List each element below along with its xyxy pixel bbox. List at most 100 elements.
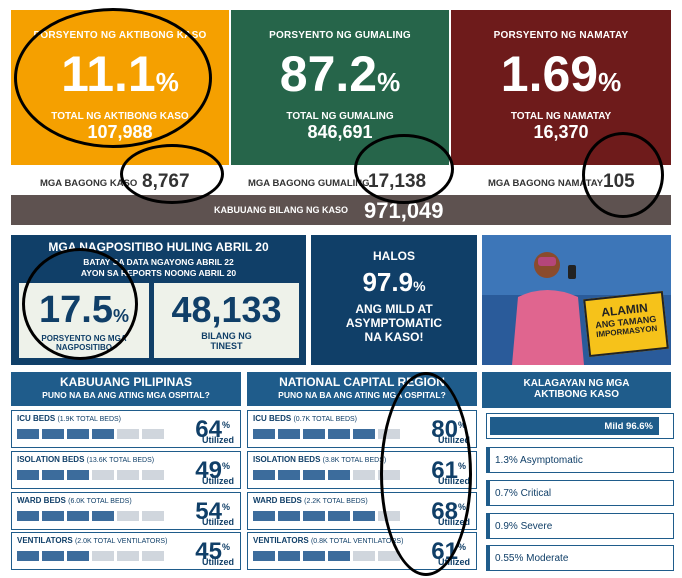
capacity-bar-segment [92,429,114,439]
capacity-bar-segment [17,429,39,439]
capacity-bar-segment [253,511,275,521]
ph-subtitle: PUNO NA BA ANG ATING MGA OSPITAL? [42,390,210,400]
capacity-row-label: ICU BEDS (0.7K TOTAL BEDS) [253,414,358,423]
capacity-bars [253,551,400,561]
capacity-bar-segment [253,470,275,480]
capacity-bar-segment [17,470,39,480]
capacity-bar-segment [67,470,89,480]
capacity-row-label: ISOLATION BEDS (3.8K TOTAL BEDS) [253,455,387,464]
capacity-bar-segment [17,511,39,521]
active-total-label: TOTAL NG AKTIBONG KASO [51,111,189,122]
capacity-bar-segment [303,551,325,561]
utilized-label: Utilized [201,517,234,527]
capacity-bar-segment [328,470,350,480]
active-total: 107,988 [87,122,153,142]
capacity-bar-segment [92,511,114,521]
capacity-bar-segment [142,551,164,561]
capacity-bar-segment [142,511,164,521]
capacity-bar-segment [117,429,139,439]
recovered-total-label: TOTAL NG GUMALING [286,111,394,122]
promo-image: ALAMIN ANG TAMANG IMPORMASYON [482,235,671,365]
recovered-percent: 87.2% [279,46,401,102]
positivity-panel: MGA NAGPOSITIBO HULING ABRIL 20 BATAY SA… [11,235,306,365]
capacity-percent: 64% [195,416,230,443]
tested-box: 48,133 BILANG NG TINEST [154,283,299,358]
capacity-bar-segment [328,511,350,521]
new-cases-value: 8,767 [142,171,190,192]
capacity-bar-segment [378,551,400,561]
mild-line2: ANG MILD AT [355,302,433,316]
positivity-line3: AYON SA REPORTS NOONG ABRIL 20 [80,268,237,278]
tested-label-2: TINEST [210,341,243,351]
capacity-percent: 61% [431,538,466,565]
active-percent: 11.1% [61,46,179,102]
ph-header: KABUUANG PILIPINAS PUNO NA BA ANG ATING … [11,372,241,406]
mild-line4: NA KASO! [364,330,424,344]
utilized-label: Utilized [201,557,234,567]
ph-title: KABUUANG PILIPINAS [59,375,192,389]
severity-critical: 0.7% Critical [495,488,552,499]
active-percent-label: PORSYENTO NG AKTIBONG KASO [33,30,207,41]
capacity-percent: 61% [431,457,466,484]
severity-mild-label: Mild 96.6% [604,421,653,432]
capacity-bar-segment [278,429,300,439]
capacity-percent: 45% [195,538,230,565]
capacity-bar-segment [92,470,114,480]
capacity-row: VENTILATORS (0.8K TOTAL VENTILATORS) 61% U… [247,532,477,570]
severity-row: 0.9% Severe [486,513,674,539]
deaths-card: PORSYENTO NG NAMATAY 1.69% TOTAL NG NAMA… [451,10,671,165]
capacity-bar-segment [378,429,400,439]
severity-mild-bar [490,417,659,435]
capacity-bar-segment [328,429,350,439]
deaths-total: 16,370 [533,122,589,142]
capacity-bar-segment [303,470,325,480]
capacity-row: ICU BEDS (1.9K TOTAL BEDS) 64% Utilized [11,410,241,448]
severity-row: 0.7% Critical [486,480,674,506]
positivity-rate-value: 17.5% [39,289,129,331]
severity-row: 1.3% Asymptomatic [486,447,674,473]
capacity-bars [17,511,164,521]
total-cases-bar: KABUUANG BILANG NG KASO 971,049 [11,195,671,225]
ncr-header: NATIONAL CAPITAL REGION PUNO NA BA ANG A… [247,372,477,406]
capacity-row: WARD BEDS (2.2K TOTAL BEDS) 68% Utilized [247,492,477,530]
capacity-bar-segment [253,551,275,561]
tested-value: 48,133 [171,289,282,330]
severity-moderate: 0.55% Moderate [495,553,569,564]
capacity-bar-segment [67,511,89,521]
deaths-percent-label: PORSYENTO NG NAMATAY [493,30,629,41]
capacity-bar-segment [253,429,275,439]
capacity-bar-segment [92,551,114,561]
capacity-row-label: ICU BEDS (1.9K TOTAL BEDS) [17,414,122,423]
recovered-percent-label: PORSYENTO NG GUMALING [269,30,411,41]
utilized-label: Utilized [201,435,234,445]
capacity-percent: 54% [195,498,230,525]
capacity-row: WARD BEDS (6.0K TOTAL BEDS) 54% Utilized [11,492,241,530]
capacity-percent: 68% [431,498,466,525]
mild-line1: HALOS [373,249,415,263]
capacity-bars [253,470,400,480]
ncr-subtitle: PUNO NA BA ANG ATING MGA OSPITAL? [278,390,446,400]
capacity-bar-segment [353,511,375,521]
capacity-row: ISOLATION BEDS (3.8K TOTAL BEDS) 61% Utili… [247,451,477,489]
severity-severe: 0.9% Severe [495,521,553,532]
positivity-title: MGA NAGPOSITIBO HULING ABRIL 20 [48,240,269,254]
capacity-percent: 80% [431,416,466,443]
capacity-row: ISOLATION BEDS (13.6K TOTAL BEDS) 49% Util… [11,451,241,489]
capacity-bar-segment [378,470,400,480]
positivity-rate-box: 17.5% PORSYENTO NG MGA NAGPOSITIBO [19,283,149,358]
capacity-bar-segment [353,429,375,439]
capacity-bars [253,511,400,521]
capacity-row-label: ISOLATION BEDS (13.6K TOTAL BEDS) [17,455,155,464]
capacity-bar-segment [117,551,139,561]
utilized-label: Utilized [437,517,470,527]
recovered-total: 846,691 [307,122,373,142]
capacity-bar-segment [378,511,400,521]
severity-title-1: KALAGAYAN NG MGA [523,378,630,389]
capacity-bar-segment [303,511,325,521]
capacity-bar-segment [42,429,64,439]
total-cases-label: KABUUANG BILANG NG KASO [214,205,348,215]
positivity-line2: BATAY SA DATA NGAYONG ABRIL 22 [83,257,234,267]
capacity-bar-segment [353,470,375,480]
severity-row: 0.55% Moderate [486,545,674,571]
capacity-row-label: VENTILATORS (2.0K TOTAL VENTILATORS) [17,536,168,545]
